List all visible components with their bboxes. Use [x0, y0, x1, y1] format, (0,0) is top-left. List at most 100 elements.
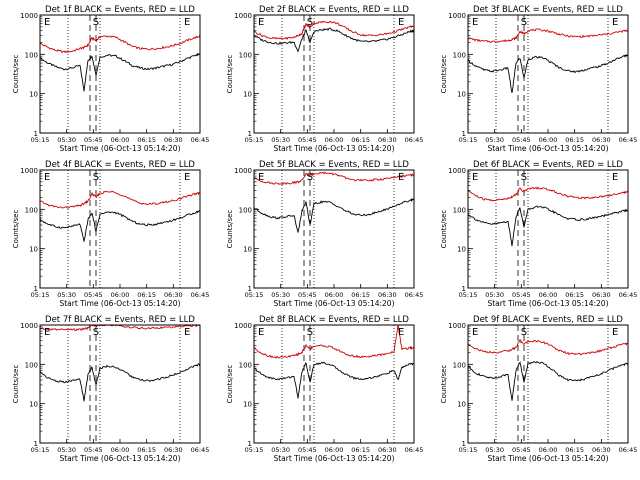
- e-end-marker: E: [184, 327, 190, 338]
- panel-det-1: Det 1f BLACK = Events, RED = LLD E S E 1 10 10…: [12, 5, 209, 153]
- x-tick-label: 05:45: [512, 446, 531, 454]
- x-axis-label: Start Time (06-Oct-13 05:14:20): [487, 144, 608, 153]
- x-tick-label: 05:45: [84, 291, 103, 299]
- s-marker: S: [93, 172, 99, 183]
- x-tick-label: 06:45: [191, 446, 210, 454]
- x-tick-label: 06:15: [565, 291, 584, 299]
- x-tick-label: 05:45: [84, 446, 103, 454]
- s-marker: S: [521, 17, 527, 28]
- x-tick-label: 05:15: [31, 136, 50, 144]
- x-tick-label: 06:00: [325, 136, 344, 144]
- e-start-marker: E: [472, 172, 478, 183]
- panel-title: Det 1f BLACK = Events, RED = LLD: [45, 5, 195, 15]
- y-tick-label: 10: [243, 401, 252, 409]
- panel-det-6: Det 6f BLACK = Events, RED = LLD E S E 1 10 10…: [440, 160, 637, 308]
- panel-det-5: Det 5f BLACK = Events, RED = LLD E S E 1 10 10…: [226, 160, 423, 308]
- y-tick-label: 1000: [234, 322, 252, 330]
- x-axis-label: Start Time (06-Oct-13 05:14:20): [273, 299, 394, 308]
- x-tick-label: 05:45: [298, 446, 317, 454]
- y-axis-label: Counts/sec: [440, 55, 448, 94]
- y-tick-label: 10: [29, 246, 38, 254]
- panel-det-7: Det 7f BLACK = Events, RED = LLD E S E 1 10 10…: [12, 315, 209, 463]
- y-axis-label: Counts/sec: [12, 210, 20, 249]
- y-axis-label: Counts/sec: [440, 365, 448, 404]
- lld-series-line: [39, 35, 201, 54]
- x-tick-label: 05:30: [485, 136, 504, 144]
- y-tick-label: 100: [453, 51, 466, 59]
- lld-series-line: [253, 20, 415, 41]
- y-tick-label: 10: [243, 246, 252, 254]
- x-tick-label: 06:45: [619, 136, 638, 144]
- events-series-line: [39, 52, 201, 92]
- x-tick-label: 06:30: [164, 136, 183, 144]
- lld-series-line: [467, 28, 629, 43]
- y-tick-label: 10: [457, 401, 466, 409]
- x-tick-label: 05:30: [271, 136, 290, 144]
- y-axis-label: Counts/sec: [226, 365, 234, 404]
- e-end-marker: E: [612, 172, 618, 183]
- x-tick-label: 06:00: [539, 136, 558, 144]
- x-tick-label: 06:00: [111, 446, 130, 454]
- events-series-line: [467, 205, 629, 247]
- s-marker: S: [93, 17, 99, 28]
- x-tick-label: 05:30: [271, 291, 290, 299]
- x-axis-label: Start Time (06-Oct-13 05:14:20): [59, 144, 180, 153]
- x-axis-label: Start Time (06-Oct-13 05:14:20): [487, 299, 608, 308]
- x-tick-label: 06:00: [325, 446, 344, 454]
- x-axis-label: Start Time (06-Oct-13 05:14:20): [59, 454, 180, 463]
- x-tick-label: 05:30: [485, 291, 504, 299]
- y-tick-label: 100: [239, 206, 252, 214]
- x-tick-label: 06:30: [378, 136, 397, 144]
- lld-series-line: [39, 324, 201, 331]
- x-tick-label: 05:15: [31, 291, 50, 299]
- x-tick-label: 05:15: [31, 446, 50, 454]
- events-series-line: [39, 210, 201, 242]
- y-tick-label: 10: [29, 401, 38, 409]
- e-end-marker: E: [184, 172, 190, 183]
- x-axis-label: Start Time (06-Oct-13 05:14:20): [59, 299, 180, 308]
- e-end-marker: E: [184, 17, 190, 28]
- x-tick-label: 05:30: [57, 291, 76, 299]
- y-tick-label: 1: [34, 285, 38, 293]
- y-tick-label: 1000: [448, 322, 466, 330]
- y-tick-label: 1: [462, 440, 466, 448]
- e-start-marker: E: [258, 327, 264, 338]
- y-tick-label: 1: [34, 130, 38, 138]
- s-marker: S: [521, 172, 527, 183]
- x-tick-label: 06:15: [565, 446, 584, 454]
- lld-series-line: [253, 171, 415, 186]
- s-marker: S: [521, 327, 527, 338]
- y-tick-label: 100: [25, 206, 38, 214]
- x-tick-label: 06:45: [405, 291, 424, 299]
- x-tick-label: 06:00: [325, 291, 344, 299]
- lld-series-line: [39, 190, 201, 209]
- x-tick-label: 05:30: [271, 446, 290, 454]
- x-tick-label: 05:45: [298, 291, 317, 299]
- panel-title: Det 4f BLACK = Events, RED = LLD: [45, 160, 195, 170]
- y-tick-label: 10: [457, 246, 466, 254]
- y-tick-label: 100: [453, 206, 466, 214]
- panel-det-9: Det 9f BLACK = Events, RED = LLD E S E 1 10 10…: [440, 315, 637, 463]
- e-start-marker: E: [472, 17, 478, 28]
- x-tick-label: 05:30: [57, 136, 76, 144]
- x-tick-label: 06:45: [405, 446, 424, 454]
- x-tick-label: 06:45: [405, 136, 424, 144]
- x-tick-label: 06:15: [565, 136, 584, 144]
- x-tick-label: 06:15: [137, 446, 156, 454]
- y-axis-label: Counts/sec: [12, 365, 20, 404]
- x-axis-label: Start Time (06-Oct-13 05:14:20): [273, 454, 394, 463]
- x-tick-label: 06:00: [111, 136, 130, 144]
- panel-title: Det 9f BLACK = Events, RED = LLD: [473, 315, 623, 325]
- x-tick-label: 06:00: [539, 291, 558, 299]
- y-tick-label: 1: [462, 285, 466, 293]
- events-series-line: [467, 54, 628, 93]
- y-tick-label: 1000: [234, 12, 252, 20]
- x-tick-label: 05:15: [245, 446, 264, 454]
- x-tick-label: 05:30: [57, 446, 76, 454]
- s-marker: S: [307, 17, 313, 28]
- x-tick-label: 06:45: [191, 136, 210, 144]
- y-tick-label: 100: [25, 361, 38, 369]
